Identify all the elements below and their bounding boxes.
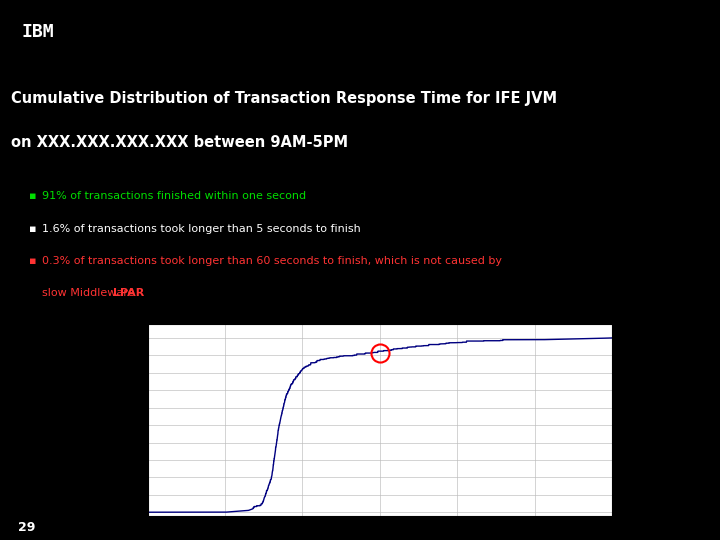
Text: ▪: ▪ (29, 224, 36, 234)
Text: Cumulative Distribution of Transaction Response Time for IFE JVM: Cumulative Distribution of Transaction R… (11, 91, 557, 106)
Text: 0.3% of transactions took longer than 60 seconds to finish, which is not caused : 0.3% of transactions took longer than 60… (42, 256, 502, 266)
Text: 29: 29 (18, 521, 35, 535)
Text: 1.6% of transactions took longer than 5 seconds to finish: 1.6% of transactions took longer than 5 … (42, 224, 361, 234)
Text: IBM: IBM (22, 23, 54, 40)
Text: slow Middleware: slow Middleware (42, 288, 138, 298)
X-axis label: Response Time in Logscale (ms): Response Time in Logscale (ms) (285, 538, 474, 540)
Text: LPAR: LPAR (113, 288, 145, 298)
Text: ▪: ▪ (29, 191, 36, 201)
Text: 91% of transactions finished within one second: 91% of transactions finished within one … (42, 191, 306, 201)
Y-axis label: Cummulative Distribution: Cummulative Distribution (99, 362, 109, 478)
Text: on XXX.XXX.XXX.XXX between 9AM-5PM: on XXX.XXX.XXX.XXX between 9AM-5PM (11, 134, 348, 150)
Text: ▪: ▪ (29, 256, 36, 266)
